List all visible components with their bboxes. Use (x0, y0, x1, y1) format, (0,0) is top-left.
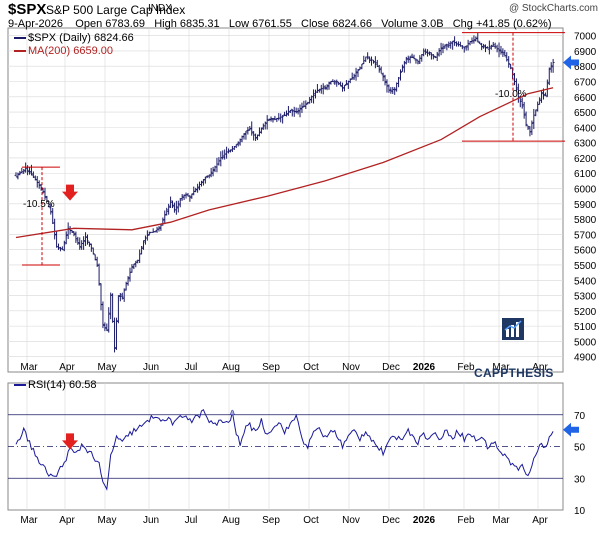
legend-ma: MA(200) 6659.00 (14, 45, 113, 57)
rsi-axis-tick: 70 (574, 411, 586, 422)
high-label: High (154, 18, 177, 30)
rsi-overbought-fill (230, 409, 235, 416)
rsi-month-label: May (98, 515, 117, 526)
capp-thesis-logo (502, 318, 524, 340)
price-axis-tick: 5600 (574, 246, 597, 257)
rsi-month-label: Apr (59, 515, 75, 526)
price-month-label: May (98, 362, 117, 373)
red-down-arrow-icon (62, 184, 78, 201)
price-month-label: Feb (457, 362, 475, 373)
rsi-month-label: Oct (303, 515, 319, 526)
legend-price-swatch (14, 37, 26, 40)
price-axis-tick: 6700 (574, 78, 597, 89)
watermark: @ StockCharts.com (508, 3, 598, 14)
rsi-line (15, 408, 554, 491)
index-name: S&P 500 Large Cap Index (46, 3, 186, 17)
volume-value: 3.0B (420, 18, 444, 30)
price-axis-tick: 5800 (574, 215, 597, 226)
legend-rsi: RSI(14) 60.58 (14, 379, 96, 391)
rsi-month-label: Feb (457, 515, 475, 526)
chg-label: Chg (452, 18, 473, 30)
quote-date: 9-Apr-2026 (8, 18, 64, 30)
exchange: INDX (148, 3, 172, 14)
price-month-label: Apr (59, 362, 75, 373)
price-axis-tick: 6500 (574, 108, 597, 119)
legend-price-label: $SPX (Daily) 6824.66 (28, 32, 134, 44)
price-month-label: Jul (185, 362, 198, 373)
price-axis-tick: 4900 (574, 353, 597, 364)
rsi-month-label: Jun (143, 515, 159, 526)
price-panel: 4900 5000 5100 5200 5300 5400 5500 5600 5700 5800… (7, 27, 597, 373)
blue-left-arrow-icon (563, 55, 579, 70)
legend-rsi-label: RSI(14) 60.58 (28, 379, 97, 391)
rsi-month-label: Sep (262, 515, 280, 526)
price-axis-tick: 6100 (574, 169, 597, 180)
high-value: 6835.31 (179, 18, 220, 30)
rsi-axis-tick: 30 (574, 474, 586, 485)
volume-label: Volume (381, 18, 418, 30)
legend-ma-label: MA(200) 6659.00 (28, 45, 113, 57)
price-month-label: Mar (492, 362, 510, 373)
rsi-panel: 10 30 50 70 Mar Apr May Jun Jul Aug Sep Oct Nov Dec 20… (7, 382, 586, 526)
close-label: Close (301, 18, 330, 30)
rsi-axis-tick: 50 (574, 443, 586, 454)
price-month-label: 2026 (413, 362, 436, 373)
rsi-month-label: Apr (532, 515, 548, 526)
open-value: 6783.69 (105, 18, 146, 30)
blue-left-arrow-icon (563, 422, 579, 437)
legend-price: $SPX (Daily) 6824.66 (14, 32, 134, 44)
price-axis-tick: 5900 (574, 200, 597, 211)
rsi-month-label: Jul (185, 515, 198, 526)
rsi-month-label: Dec (382, 515, 400, 526)
price-axis-tick: 7000 (574, 32, 597, 43)
price-axis-tick: 6200 (574, 154, 597, 165)
price-month-label: Mar (20, 362, 38, 373)
rsi-month-label: Aug (222, 515, 240, 526)
legend-rsi-swatch (14, 384, 26, 387)
price-plot-frame (7, 27, 564, 373)
ma200-line (15, 87, 554, 239)
price-axis-tick: 5500 (574, 261, 597, 272)
drawdown-label: -10.0% (495, 89, 527, 100)
logo-text: CAPPTHESIS (474, 366, 554, 380)
price-axis-tick: 5700 (574, 230, 597, 241)
price-axis-tick: 5000 (574, 337, 597, 348)
close-value: 6824.66 (332, 18, 372, 30)
red-down-arrow-icon (62, 433, 78, 450)
price-month-label: Sep (262, 362, 280, 373)
rsi-axis-tick: 10 (574, 506, 586, 517)
rsi-month-label: Nov (342, 515, 360, 526)
price-axis-tick: 5300 (574, 292, 597, 303)
price-month-label: Aug (222, 362, 240, 373)
rsi-month-label: Mar (492, 515, 510, 526)
price-axis-tick: 6600 (574, 93, 597, 104)
low-label: Low (228, 18, 250, 30)
symbol: $SPX (8, 1, 47, 18)
price-month-label: Oct (303, 362, 319, 373)
legend-ma-swatch (14, 50, 26, 53)
price-month-label: Apr (532, 362, 548, 373)
drawdown-label: -10.5% (23, 199, 55, 210)
price-axis-tick: 5200 (574, 307, 597, 318)
price-month-label: Dec (382, 362, 400, 373)
price-axis-tick: 6000 (574, 185, 597, 196)
price-axis-tick: 5400 (574, 276, 597, 287)
chg-value: +41.85 (0.62%) (475, 18, 552, 30)
price-axis-tick: 6900 (574, 47, 597, 58)
low-value: 6761.55 (252, 18, 292, 30)
price-month-label: Jun (143, 362, 159, 373)
quote-line: 9-Apr-2026 Open 6783.69 High 6835.31 Low… (8, 18, 552, 30)
price-month-label: Nov (342, 362, 360, 373)
open-label: Open (75, 18, 103, 30)
rsi-month-label: Mar (20, 515, 38, 526)
price-axis-tick: 6300 (574, 139, 597, 150)
rsi-month-label: 2026 (413, 515, 436, 526)
price-axis-tick: 5100 (574, 322, 597, 333)
price-axis-tick: 6400 (574, 123, 597, 134)
price-axis-tick: 6800 (574, 62, 597, 73)
